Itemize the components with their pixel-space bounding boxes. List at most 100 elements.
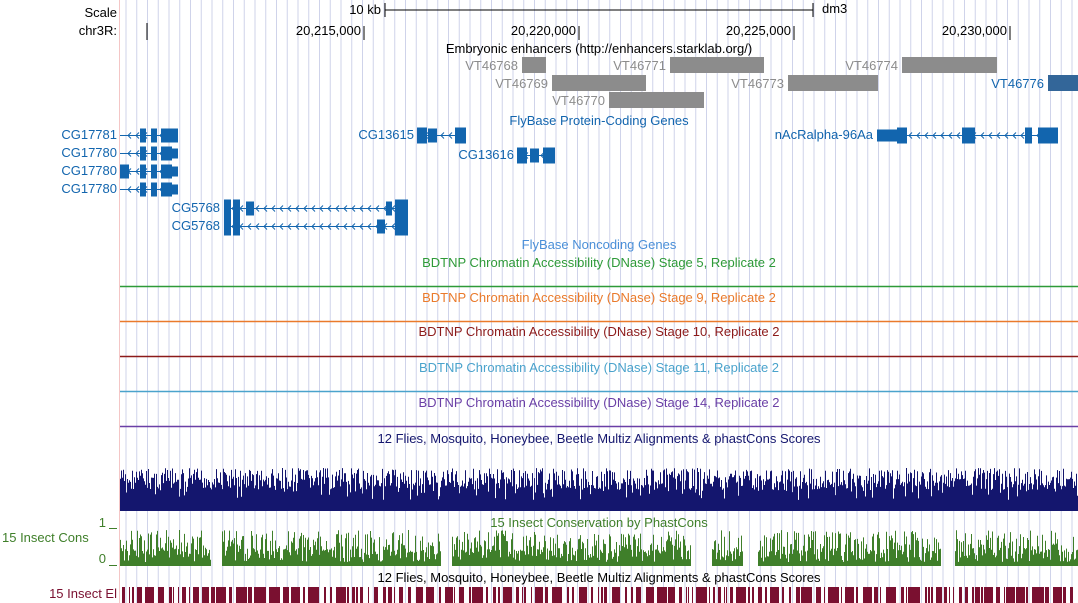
element-block: [856, 587, 858, 603]
gene-model[interactable]: [877, 127, 1058, 144]
enhancer-feature[interactable]: [902, 57, 997, 73]
exon-block: [151, 164, 157, 179]
track-side-label[interactable]: 15 Insect Cons: [2, 530, 89, 545]
element-block: [248, 587, 252, 603]
track-side-label[interactable]: 15 Insect El: [49, 586, 117, 601]
element-block: [1006, 587, 1015, 603]
element-block: [949, 587, 950, 603]
tick-label: 20,225,000: [726, 23, 791, 38]
element-block: [572, 587, 574, 603]
gene-label[interactable]: CG13615: [358, 127, 414, 142]
gene-model[interactable]: [120, 128, 178, 143]
gene-label[interactable]: CG17781: [61, 127, 117, 142]
exon-block: [172, 148, 178, 159]
enhancer-feature[interactable]: [788, 75, 878, 91]
phastcons-wiggle: [120, 530, 1078, 566]
enhancers-track[interactable]: Embryonic enhancers (http://enhancers.st…: [446, 41, 1078, 108]
element-block: [269, 587, 280, 603]
element-block: [631, 587, 633, 603]
element-block: [601, 587, 603, 603]
element-block: [612, 587, 620, 603]
exon-block: [161, 164, 172, 179]
dnase-stage11-track[interactable]: BDTNP Chromatin Accessibility (DNase) St…: [120, 360, 1078, 393]
enhancer-label[interactable]: VT46770: [552, 93, 605, 108]
dnase-stage14-track[interactable]: BDTNP Chromatin Accessibility (DNase) St…: [120, 395, 1078, 428]
element-block: [454, 587, 455, 603]
enhancer-label[interactable]: VT46771: [613, 58, 666, 73]
element-block: [408, 587, 411, 603]
element-block: [1063, 587, 1066, 603]
element-block: [356, 587, 358, 603]
enhancer-feature[interactable]: [609, 92, 704, 108]
enhancer-feature[interactable]: [552, 75, 646, 91]
gene-model[interactable]: [120, 182, 178, 197]
enhancer-label[interactable]: VT46776: [991, 76, 1044, 91]
gene-label[interactable]: CG5768: [172, 218, 220, 233]
multiz-track[interactable]: 12 Flies, Mosquito, Honeybee, Beetle Mul…: [120, 431, 1078, 511]
gene-model[interactable]: [417, 127, 466, 144]
exon-block: [897, 127, 907, 144]
element-block: [1026, 587, 1028, 603]
tick-label: 20,220,000: [511, 23, 576, 38]
phastcons-track[interactable]: 15 Insect Conservation by PhastCons 15 I…: [2, 515, 1078, 566]
track-title: Embryonic enhancers (http://enhancers.st…: [446, 41, 752, 56]
element-block: [886, 587, 896, 603]
enhancer-label[interactable]: VT46773: [731, 76, 784, 91]
dnase-stage10-track[interactable]: BDTNP Chromatin Accessibility (DNase) St…: [120, 324, 1078, 358]
noncoding-track[interactable]: FlyBase Noncoding Genes: [522, 237, 677, 252]
exon-block: [1025, 127, 1032, 144]
enhancer-label[interactable]: VT46769: [495, 76, 548, 91]
enhancer-label[interactable]: VT46768: [465, 58, 518, 73]
gene-model[interactable]: [120, 146, 178, 161]
element-block: [752, 587, 754, 603]
element-block: [336, 587, 346, 603]
gene-label[interactable]: CG5768: [172, 200, 220, 215]
element-block: [908, 587, 920, 603]
enhancer-feature[interactable]: [670, 57, 764, 73]
element-block: [522, 587, 523, 603]
element-block: [169, 587, 172, 603]
element-block: [724, 587, 725, 603]
element-block: [981, 587, 983, 603]
ruler[interactable]: Scale 10 kb dm3 chr3R: 20,215,000 20,220…: [79, 1, 1011, 40]
element-block: [368, 587, 369, 603]
element-block: [591, 587, 593, 603]
exon-block: [428, 128, 437, 143]
dnase-stage9-track[interactable]: BDTNP Chromatin Accessibility (DNase) St…: [120, 290, 1078, 323]
dnase-stage5-track[interactable]: BDTNP Chromatin Accessibility (DNase) St…: [120, 255, 1078, 288]
elements-track[interactable]: 12 Flies, Mosquito, Honeybee, Beetle Mul…: [49, 570, 1073, 603]
element-block: [1070, 587, 1073, 603]
element-block: [679, 587, 682, 603]
element-block: [965, 587, 968, 603]
gene-model[interactable]: [517, 147, 555, 164]
enhancer-label[interactable]: VT46774: [845, 58, 898, 73]
element-block: [360, 587, 363, 603]
gene-label[interactable]: CG17780: [61, 145, 117, 160]
exon-block: [377, 219, 385, 234]
gene-label[interactable]: CG13616: [458, 147, 514, 162]
protein-coding-track[interactable]: FlyBase Protein-Coding Genes CG17781 CG1…: [61, 113, 1058, 236]
element-block: [770, 587, 779, 603]
element-block: [158, 587, 164, 603]
tick-label: 20,215,000: [296, 23, 361, 38]
gene-model[interactable]: [224, 199, 408, 218]
element-block: [516, 587, 519, 603]
gene-label[interactable]: CG17780: [61, 163, 117, 178]
gene-label[interactable]: CG17780: [61, 181, 117, 196]
enhancer-feature[interactable]: [1048, 75, 1078, 91]
element-block: [713, 587, 715, 603]
exon-block: [172, 184, 178, 195]
gene-label[interactable]: nAcRalpha-96Aa: [775, 127, 874, 142]
enhancer-feature[interactable]: [522, 57, 546, 73]
element-block: [229, 587, 232, 603]
element-block: [122, 587, 125, 603]
gene-model[interactable]: [120, 164, 178, 179]
element-block: [730, 587, 733, 603]
exon-block: [151, 146, 157, 161]
element-block: [374, 587, 378, 603]
gene-model[interactable]: [224, 217, 408, 236]
element-block: [953, 587, 954, 603]
track-title: BDTNP Chromatin Accessibility (DNase) St…: [418, 324, 779, 339]
element-block: [567, 587, 569, 603]
